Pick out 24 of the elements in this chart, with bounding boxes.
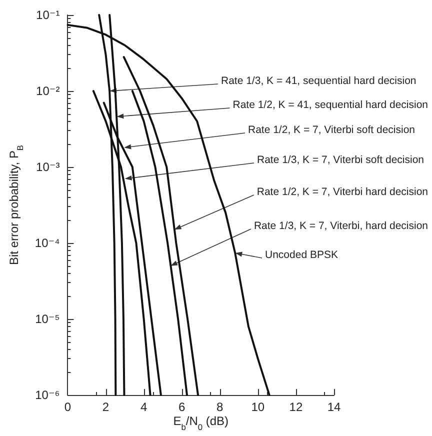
y-axis-title: Bit error probability, PB (7, 144, 25, 266)
annotation: Uncoded BPSK (265, 249, 338, 261)
y-tick-label: 10⁻² (36, 84, 60, 98)
y-tick-label: 10⁻⁶ (35, 388, 60, 402)
annotation: Rate 1/3, K = 41, sequential hard decision (221, 75, 416, 87)
annotation: Rate 1/2, K = 41, sequential hard decision (232, 99, 428, 111)
line-series (122, 56, 200, 396)
x-tick-label: 10 (251, 400, 265, 414)
annotation: Rate 1/2, K = 7, Viterbi hard decision (256, 186, 428, 198)
line-series (131, 90, 188, 396)
x-tick-label: 2 (102, 400, 110, 414)
y-tick-label: 10⁻¹ (36, 8, 60, 22)
y-tick-label: 10⁻³ (36, 160, 60, 174)
y-tick-label: 10⁻⁵ (35, 312, 60, 326)
x-tick-label: 4 (140, 400, 148, 414)
x-tick-label: 14 (327, 400, 341, 414)
x-tick-label: 0 (64, 400, 72, 414)
annotation: Rate 1/3, K = 7, Viterbi soft decision (257, 154, 424, 166)
x-tick-label: 12 (289, 400, 303, 414)
y-tick-label: 10⁻⁴ (34, 236, 60, 250)
x-tick-label: 6 (178, 400, 186, 414)
annotation: Rate 1/3, K = 7, Viterbi, hard decision (254, 220, 428, 232)
x-tick-label: 8 (216, 400, 224, 414)
annotation: Rate 1/2, K = 7, Viterbi soft decision (248, 124, 416, 136)
